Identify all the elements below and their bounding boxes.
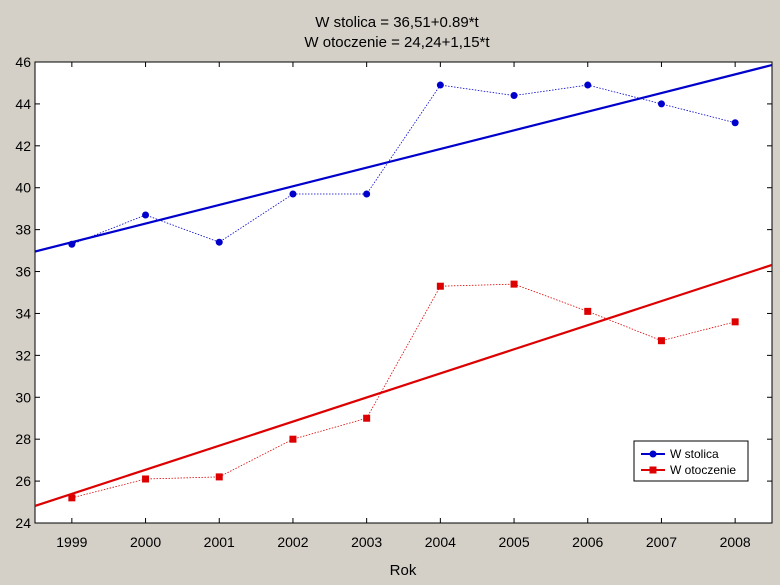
- data-point-otoczenie: [731, 318, 739, 326]
- x-tick-label: 2004: [425, 534, 456, 550]
- data-point-otoczenie: [363, 414, 371, 422]
- y-tick-label: 30: [15, 389, 31, 405]
- data-point-otoczenie: [436, 282, 444, 290]
- y-tick-label: 26: [15, 473, 31, 489]
- data-point-stolica: [68, 240, 76, 248]
- x-axis-title: Rok: [390, 562, 417, 579]
- y-tick-label: 24: [15, 515, 31, 531]
- data-point-otoczenie: [584, 307, 592, 315]
- x-tick-label: 2007: [646, 534, 677, 550]
- legend-label-otoczenie: W otoczenie: [670, 463, 736, 477]
- data-point-stolica: [731, 119, 739, 127]
- data-point-otoczenie: [510, 280, 518, 288]
- legend-box: [633, 440, 749, 482]
- chart-title-line-2: W otoczenie = 24,24+1,15*t: [304, 34, 490, 51]
- y-tick-label: 42: [15, 138, 31, 154]
- data-point-stolica: [436, 81, 444, 89]
- x-tick-label: 1999: [56, 534, 87, 550]
- trend-line-stolica: [35, 63, 772, 253]
- y-tick-label: 44: [15, 96, 31, 112]
- x-tick-label: 2003: [351, 534, 382, 550]
- y-axis: 24 26 28 30 32 34 36 38 40 42 44 46: [15, 54, 772, 531]
- legend-label-stolica: W stolica: [670, 447, 719, 461]
- x-tick-label: 2002: [277, 534, 308, 550]
- x-tick-label: 2006: [572, 534, 603, 550]
- data-point-otoczenie: [289, 435, 297, 443]
- x-axis: 1999 2000 2001 2002 2003 2004 2005 2006 2007 2008: [56, 62, 751, 550]
- legend: W stolica W otoczenie: [633, 440, 749, 482]
- series-line-otoczenie: [71, 283, 736, 499]
- y-tick-label: 32: [15, 347, 31, 363]
- data-point-stolica: [363, 190, 371, 198]
- series-line-stolica: [71, 84, 736, 245]
- data-point-otoczenie: [657, 337, 665, 345]
- trend-line-otoczenie: [35, 263, 772, 507]
- y-tick-label: 36: [15, 264, 31, 280]
- legend-marker-stolica: [649, 450, 657, 458]
- chart-title-line-1: W stolica = 36,51+0.89*t: [315, 14, 479, 31]
- y-tick-label: 40: [15, 180, 31, 196]
- plot-content: [35, 63, 772, 507]
- data-point-stolica: [142, 211, 150, 219]
- data-point-stolica: [657, 100, 665, 108]
- x-tick-label: 2000: [130, 534, 161, 550]
- data-point-stolica: [510, 92, 518, 100]
- data-point-stolica: [215, 238, 223, 246]
- y-tick-label: 28: [15, 431, 31, 447]
- y-tick-label: 34: [15, 305, 31, 321]
- y-tick-label: 46: [15, 54, 31, 70]
- x-tick-label: 2008: [720, 534, 751, 550]
- x-tick-label: 2001: [204, 534, 235, 550]
- data-point-otoczenie: [215, 473, 223, 481]
- data-point-stolica: [289, 190, 297, 198]
- data-point-otoczenie: [142, 475, 150, 483]
- x-tick-label: 2005: [498, 534, 529, 550]
- data-point-stolica: [584, 81, 592, 89]
- y-tick-label: 38: [15, 222, 31, 238]
- data-point-otoczenie: [68, 494, 76, 502]
- legend-marker-otoczenie: [649, 466, 657, 474]
